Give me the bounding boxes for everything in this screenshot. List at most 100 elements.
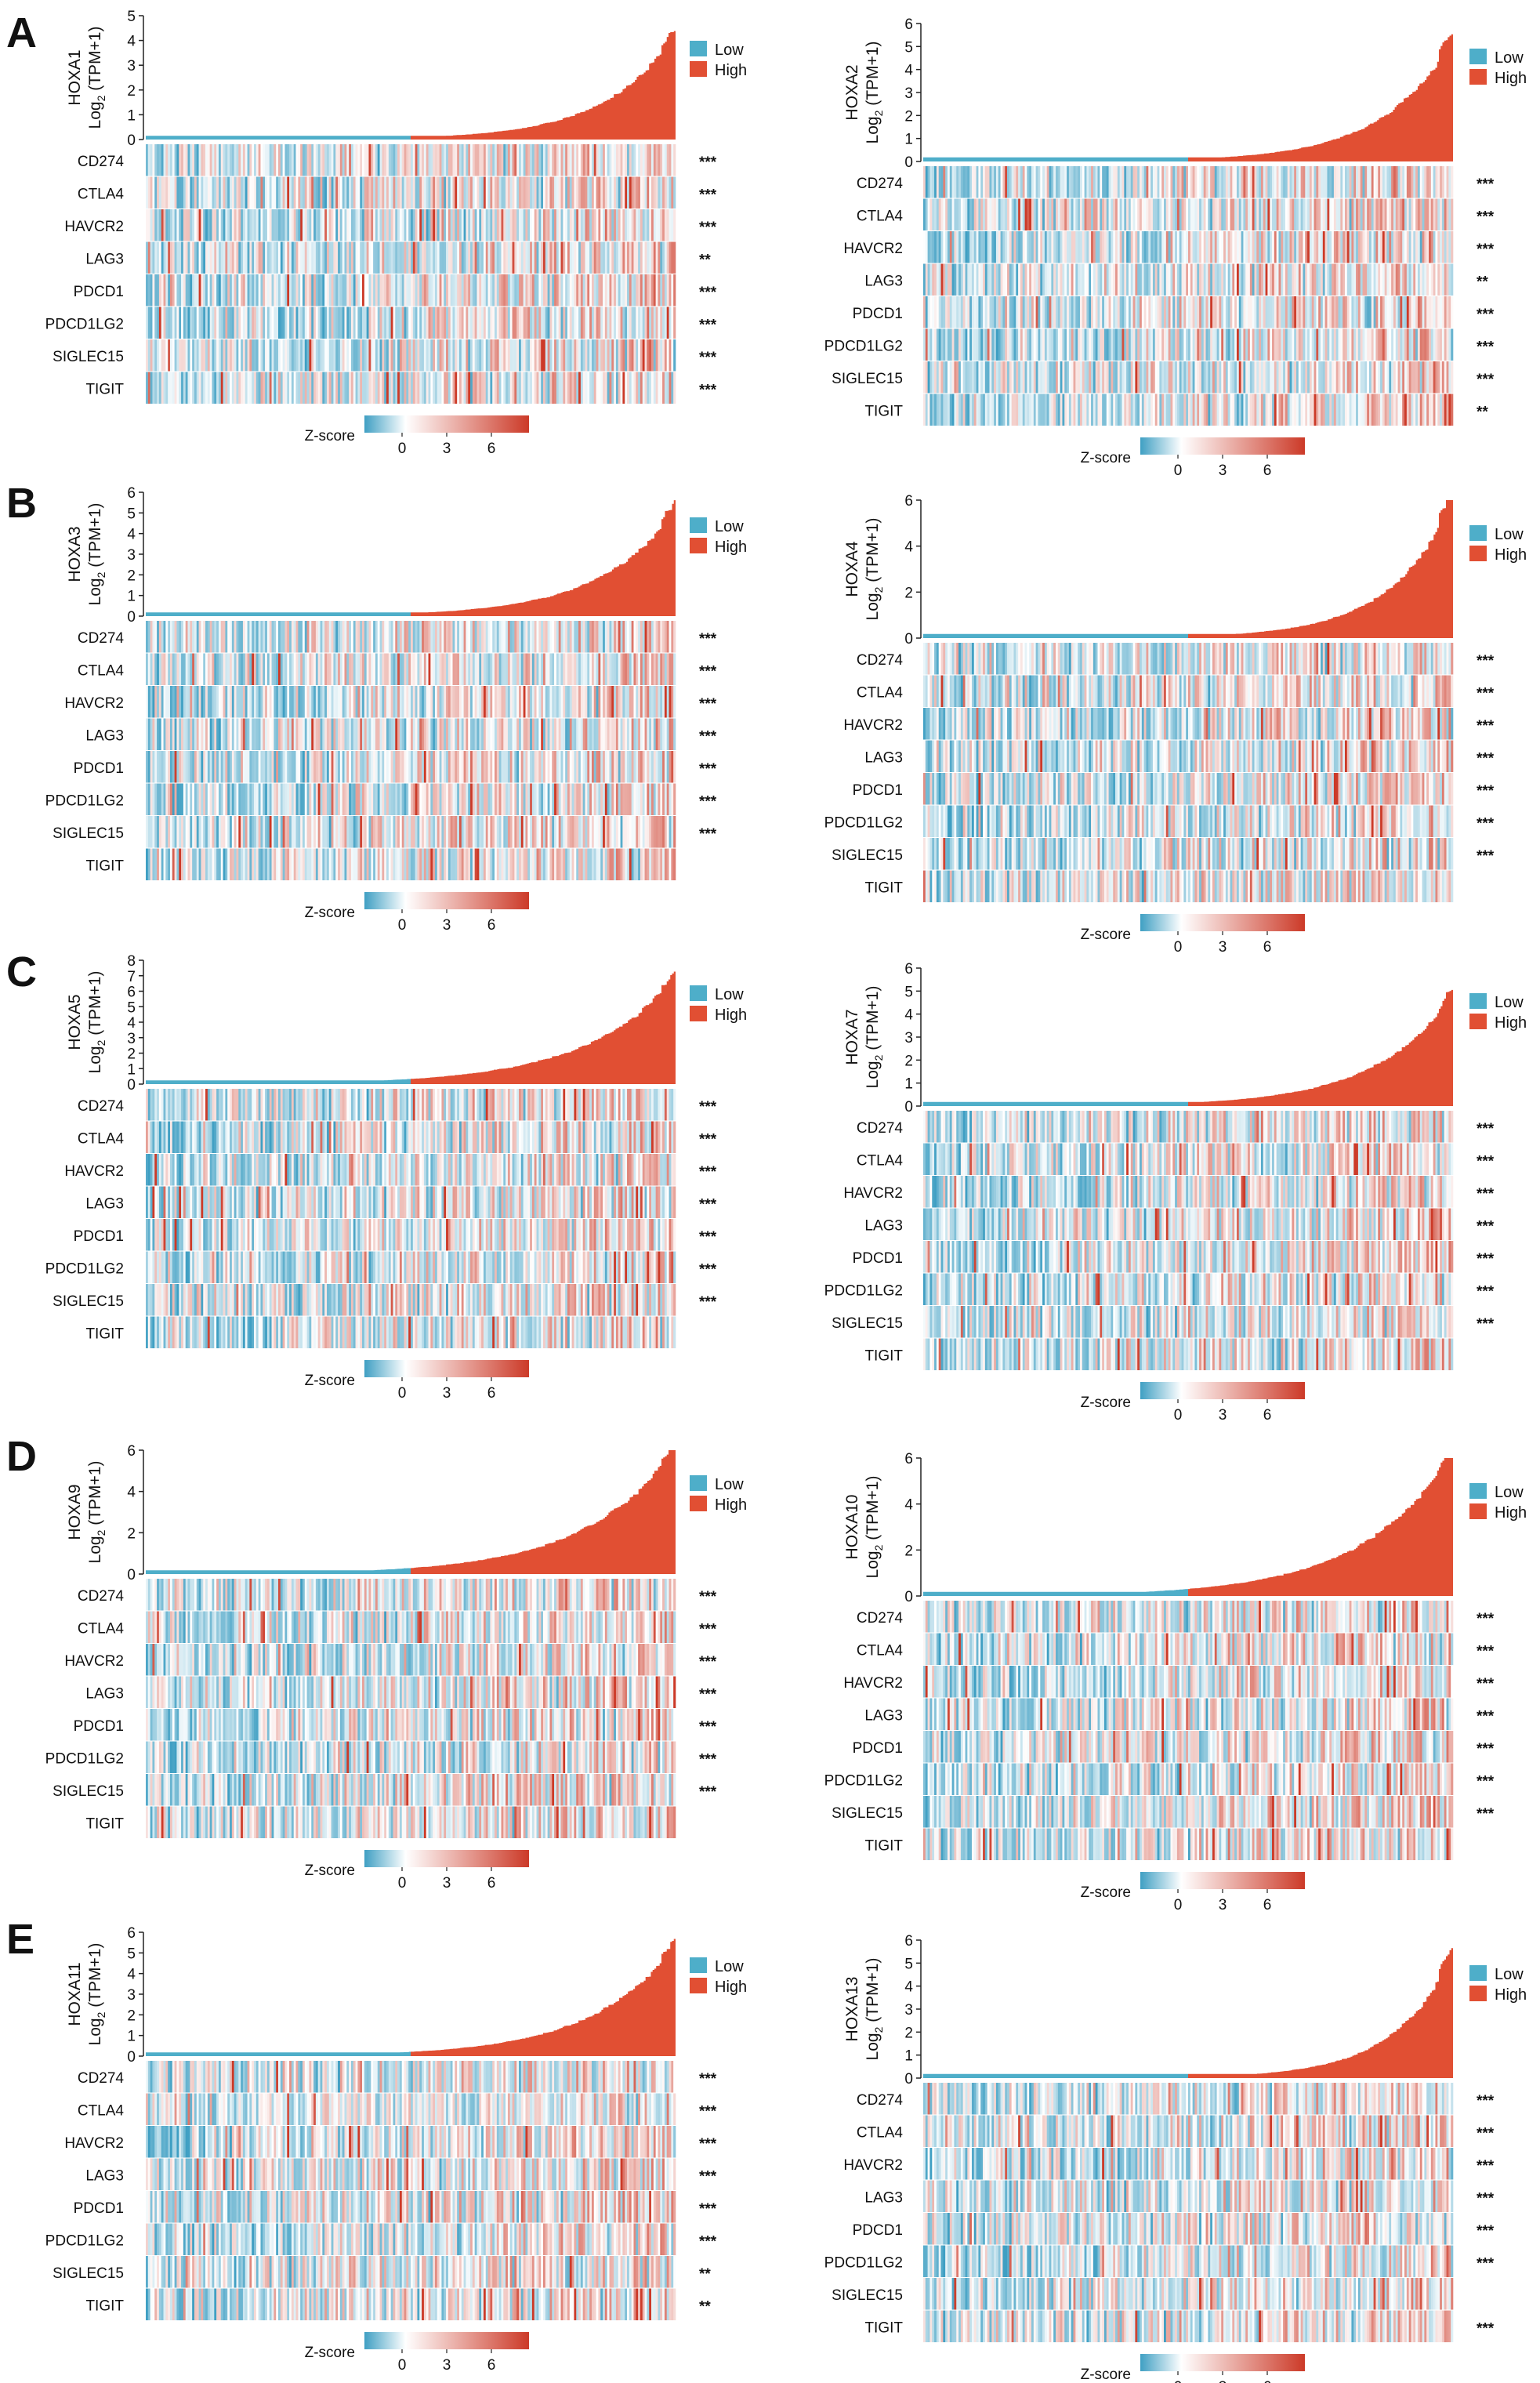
heat-cell: [271, 751, 274, 783]
heat-cell: [165, 176, 168, 209]
heat-cell: [1346, 328, 1350, 361]
heat-cell: [269, 339, 272, 372]
heat-cell: [1252, 198, 1255, 230]
heat-cell: [426, 274, 429, 306]
heat-cell: [620, 241, 623, 274]
heat-cell: [1046, 394, 1049, 426]
heat-cell: [377, 372, 380, 404]
heat-cell: [620, 718, 623, 750]
heat-cell: [335, 241, 339, 274]
heat-cell: [344, 209, 347, 241]
heat-cell: [476, 372, 480, 404]
heat-cell: [1042, 328, 1045, 361]
heat-cell: [1300, 231, 1303, 263]
heat-cell: [615, 718, 619, 750]
heat-cell: [379, 339, 382, 372]
heat-cell: [338, 372, 341, 404]
heat-cell: [1097, 231, 1100, 263]
heat-cell: [1256, 328, 1259, 361]
heat-cell: [350, 241, 354, 274]
heat-cell: [501, 686, 504, 718]
heat-cell: [1079, 328, 1083, 361]
heat-cell: [1062, 328, 1065, 361]
heat-cell: [205, 621, 208, 653]
heat-cell: [1426, 231, 1429, 263]
heat-cell: [326, 686, 330, 718]
heat-cell: [328, 621, 332, 653]
heat-cell: [433, 144, 436, 176]
heat-cell: [1344, 166, 1348, 198]
heat-cell: [1351, 328, 1354, 361]
heat-cell: [278, 176, 281, 209]
heat-cell: [364, 718, 367, 750]
heat-cell: [976, 263, 979, 296]
heat-cell: [302, 339, 306, 372]
heat-cell: [150, 653, 153, 685]
heat-cell: [411, 686, 414, 718]
heat-cell: [150, 621, 153, 653]
heat-cell: [1203, 166, 1206, 198]
heat-cell: [1241, 361, 1244, 394]
heat-cell: [640, 306, 643, 339]
heat-cell: [468, 306, 471, 339]
heat-cell: [1371, 231, 1374, 263]
heat-cell: [399, 621, 403, 653]
heat-cell: [457, 306, 460, 339]
heat-cell: [554, 686, 557, 718]
heat-cell: [505, 241, 509, 274]
heat-cell: [315, 621, 318, 653]
heat-cell: [430, 144, 433, 176]
heat-cell: [1143, 328, 1147, 361]
heat-cell: [284, 653, 288, 685]
heat-cell: [174, 339, 177, 372]
heat-cell: [276, 686, 279, 718]
heat-cell: [1135, 231, 1138, 263]
heat-cell: [404, 686, 407, 718]
heat-cell: [1411, 263, 1414, 296]
heat-cell: [1205, 166, 1208, 198]
heat-cell: [428, 718, 431, 750]
heat-cell: [1194, 394, 1198, 426]
heat-cell: [364, 306, 367, 339]
heat-cell: [255, 653, 259, 685]
heat-cell: [362, 209, 365, 241]
heat-cell: [322, 209, 325, 241]
heat-cell: [593, 209, 596, 241]
heat-cell: [252, 718, 255, 750]
heat-cell: [366, 339, 369, 372]
heat-cell: [994, 166, 997, 198]
heat-cell: [298, 209, 301, 241]
heat-cell: [157, 339, 160, 372]
heat-cell: [247, 718, 250, 750]
heat-cell: [322, 176, 325, 209]
heat-cell: [311, 653, 314, 685]
heat-cell: [1095, 394, 1098, 426]
heat-cell: [598, 653, 601, 685]
heat-cell: [433, 339, 436, 372]
heat-cell: [384, 176, 387, 209]
heat-cell: [326, 209, 330, 241]
heat-cell: [925, 328, 928, 361]
heat-cell: [1044, 198, 1048, 230]
heat-cell: [168, 274, 171, 306]
heat-cell: [313, 653, 317, 685]
heat-cell: [671, 653, 674, 685]
heat-cell: [1009, 328, 1012, 361]
heat-cell: [1115, 166, 1118, 198]
heat-cell: [1234, 166, 1237, 198]
heat-cell: [417, 274, 420, 306]
heat-cell: [393, 144, 396, 176]
heat-cell: [150, 718, 153, 750]
heat-cell: [1400, 198, 1403, 230]
heat-cell: [181, 686, 184, 718]
heat-cell: [457, 621, 460, 653]
heat-cell: [331, 686, 334, 718]
heat-cell: [172, 241, 175, 274]
heat-cell: [1335, 296, 1339, 328]
heat-cell: [609, 209, 612, 241]
heat-cell: [531, 209, 535, 241]
heat-cell: [642, 274, 645, 306]
heat-cell: [655, 274, 658, 306]
heat-cell: [309, 176, 312, 209]
heatmap-row-label: HAVCR2: [64, 219, 124, 235]
